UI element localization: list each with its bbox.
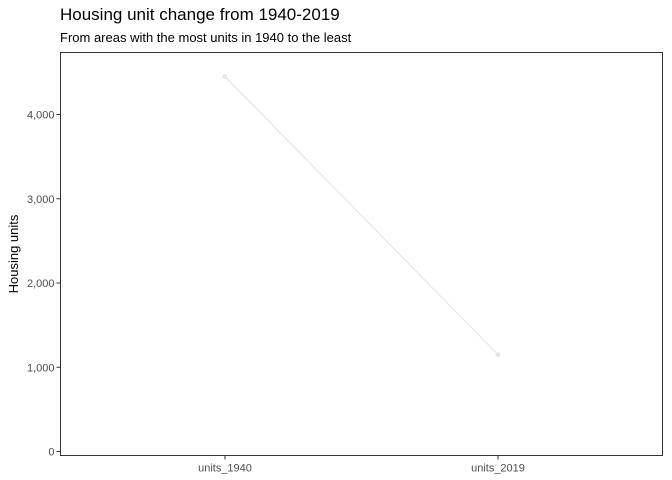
y-tick-label: 3,000 (27, 194, 55, 206)
chart-title: Housing unit change from 1940-2019 (60, 5, 340, 24)
y-tick-label: 4,000 (27, 110, 55, 122)
y-tick-label: 2,000 (27, 278, 55, 290)
chart-subtitle: From areas with the most units in 1940 t… (60, 30, 352, 45)
y-axis: 0 1,000 2,000 3,000 4,000 (27, 110, 61, 459)
series-layer (222, 74, 501, 358)
x-tick-label: units_2019 (471, 463, 525, 475)
plot-panel (60, 52, 663, 456)
y-tick-label: 1,000 (27, 362, 55, 374)
x-axis: units_1940 units_2019 (198, 455, 525, 475)
y-tick-label: 0 (48, 447, 54, 459)
x-tick-label: units_1940 (198, 463, 252, 475)
y-axis-title: Housing units (6, 214, 21, 293)
series-line (224, 76, 499, 356)
data-point (495, 352, 501, 358)
data-point (222, 74, 228, 80)
